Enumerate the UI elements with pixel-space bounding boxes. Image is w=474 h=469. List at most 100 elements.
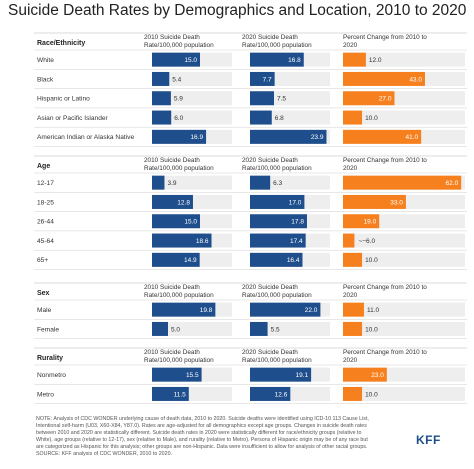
bar-track	[343, 386, 465, 401]
bar-track	[250, 321, 330, 336]
data-label: 15.0	[184, 219, 197, 226]
column-header: 2020 Suicide Death	[242, 157, 298, 164]
bar	[250, 110, 272, 125]
data-label: 10.0	[365, 326, 378, 333]
column-header: Rate/100,000 population	[242, 42, 312, 49]
bar	[152, 71, 170, 86]
column-header: 2020 Suicide Death	[242, 34, 298, 41]
category-label: 18-25	[37, 199, 54, 206]
data-label: 7.5	[277, 96, 286, 103]
bar	[152, 386, 189, 401]
column-header: Rate/100,000 population	[144, 165, 214, 172]
data-label: 27.0	[379, 96, 392, 103]
column-header: 2010 Suicide Death	[144, 34, 200, 41]
bar-track	[343, 321, 465, 336]
data-label: 15.0	[184, 57, 197, 64]
bar	[152, 129, 207, 144]
note-line: are categorized as Hispanic for this ana…	[36, 444, 368, 451]
data-label: 17.4	[290, 238, 303, 245]
column-header: 2020	[343, 42, 358, 49]
data-label: 5.0	[171, 326, 180, 333]
category-label: Male	[37, 307, 52, 314]
column-header: 2010 Suicide Death	[144, 284, 200, 291]
section-label: Race/Ethnicity	[37, 40, 85, 47]
data-label: 12.6	[275, 391, 288, 398]
bar	[152, 194, 193, 209]
kff-logo: KFF	[416, 433, 441, 447]
data-label: 22.0	[305, 307, 318, 314]
note-line: Intentional self-harm (U03, X60-X84, Y87…	[36, 423, 367, 430]
data-label: 23.9	[311, 134, 324, 141]
data-label: 43.0	[409, 76, 422, 83]
category-label: 12-17	[37, 180, 54, 187]
bar	[250, 252, 303, 267]
column-header: 2020 Suicide Death	[242, 284, 298, 291]
data-label: 11.5	[174, 391, 187, 398]
section-label: Age	[37, 163, 50, 170]
column-header: 2020	[343, 292, 358, 299]
bar-track	[343, 302, 465, 317]
category-label: 65+	[37, 257, 48, 264]
data-label: 12.0	[369, 57, 382, 64]
data-label: 19.1	[295, 372, 308, 379]
data-label: 12.8	[177, 199, 190, 206]
bar	[343, 194, 406, 209]
bar-track	[343, 252, 465, 267]
note-line: White), age groups (relative to 12-17), …	[36, 437, 368, 444]
data-label: 6.0	[174, 115, 183, 122]
column-header: Rate/100,000 population	[144, 357, 214, 364]
bar	[343, 302, 364, 317]
bar-track	[152, 71, 232, 86]
bar-track	[343, 110, 465, 125]
bar	[152, 52, 200, 67]
bar	[343, 175, 462, 190]
data-label: 17.8	[291, 219, 304, 226]
bar-track	[152, 321, 232, 336]
bar	[152, 302, 216, 317]
data-label: 19.0	[364, 219, 377, 226]
bar	[250, 129, 327, 144]
bar	[343, 214, 380, 229]
data-label: 19.8	[200, 307, 213, 314]
bar	[343, 129, 422, 144]
bar	[250, 386, 291, 401]
bar	[152, 175, 165, 190]
bar	[343, 252, 363, 267]
data-label: 62.0	[446, 180, 459, 187]
data-label: 10.0	[365, 257, 378, 264]
chart-notes: NOTE: Analysis of CDC WONDER underlying …	[36, 416, 406, 459]
bar-track	[152, 110, 232, 125]
chart-title: Suicide Death Rates by Demographics and …	[8, 2, 467, 19]
data-label: 5.5	[271, 326, 280, 333]
category-label: Metro	[37, 391, 54, 398]
bar-track	[343, 52, 465, 67]
category-label: White	[37, 57, 54, 64]
bar	[343, 233, 355, 248]
column-header: 2010 Suicide Death	[144, 349, 200, 356]
bar	[250, 91, 274, 106]
bar-track	[152, 91, 232, 106]
data-label: 16.4	[287, 257, 300, 264]
bar	[250, 71, 275, 86]
bar	[250, 233, 306, 248]
bar	[250, 52, 304, 67]
column-header: Percent Change from 2010 to	[343, 349, 427, 356]
data-label: 15.5	[186, 372, 199, 379]
bar	[343, 386, 363, 401]
note-line: between 2010 and 2020 are statistically …	[36, 430, 362, 437]
bar	[250, 321, 268, 336]
category-label: Female	[37, 326, 59, 333]
section-label: Rurality	[37, 355, 63, 362]
data-label: 10.0	[365, 391, 378, 398]
category-label: 45-64	[37, 238, 54, 245]
category-label: Black	[37, 76, 54, 83]
data-label: 18.6	[196, 238, 209, 245]
bar-track	[343, 233, 465, 248]
data-label: 17.0	[289, 199, 302, 206]
bar-track	[152, 175, 232, 190]
data-label: ~−6.0	[358, 238, 375, 245]
section-label: Sex	[37, 290, 50, 297]
data-label: 6.3	[273, 180, 282, 187]
category-label: 26-44	[37, 219, 54, 226]
column-header: Percent Change from 2010 to	[343, 284, 427, 291]
